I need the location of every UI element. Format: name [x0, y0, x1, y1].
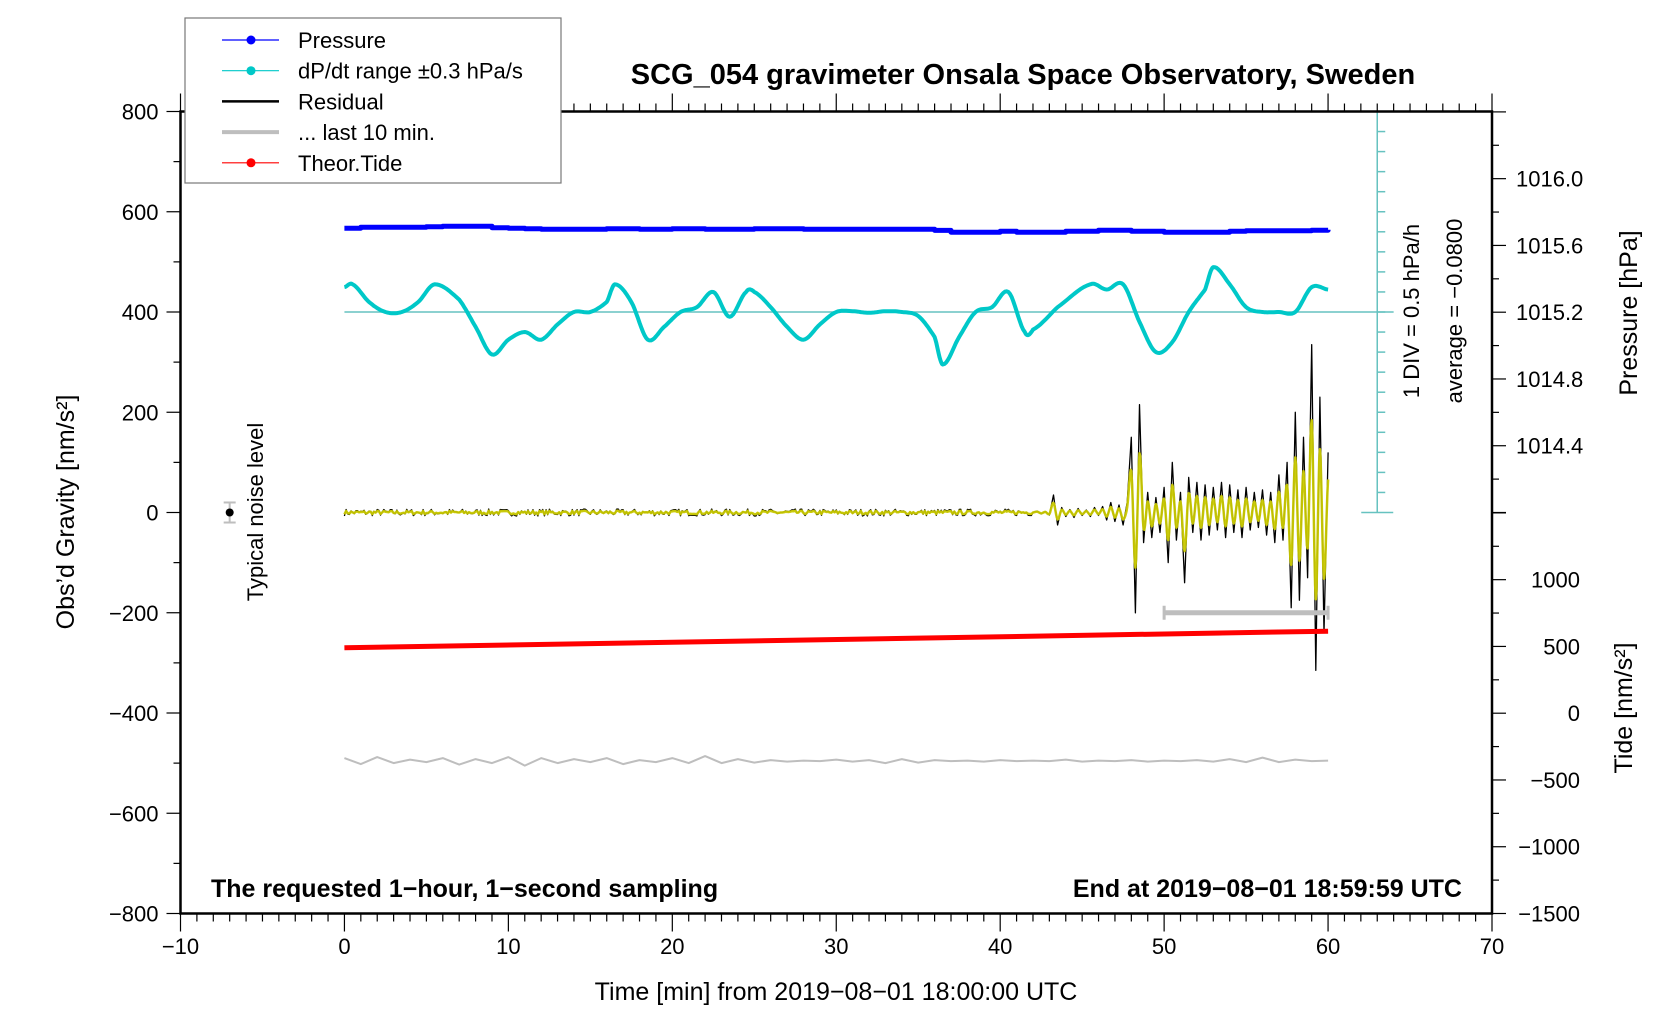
- x-tick-label: 10: [496, 934, 520, 959]
- legend-label: Residual: [298, 89, 384, 114]
- tide-tick-label: −1500: [1518, 902, 1580, 927]
- axes: −10 0 10 20 30 40 50 60 70 800 600 400 200 0 −200 −400 −…: [109, 93, 1583, 959]
- noise-level-label: Typical noise level: [243, 423, 268, 602]
- y-axis-label: Obs’d Gravity [nm/s²]: [52, 395, 80, 630]
- y-tick-label: −400: [109, 701, 159, 726]
- y-tick-label: −200: [109, 601, 159, 626]
- pressure-line: [344, 223, 1331, 235]
- y-tick-label: 200: [122, 400, 159, 425]
- y-tick-label: 600: [122, 200, 159, 225]
- legend-label: Pressure: [298, 28, 386, 53]
- pressure-tick-label: 1014.4: [1516, 434, 1583, 459]
- legend-swatch-marker: [246, 66, 256, 76]
- y-tick-label: −600: [109, 801, 159, 826]
- scale-div-label: 1 DIV = 0.5 hPa/h: [1399, 224, 1424, 398]
- x-tick-label: 30: [824, 934, 848, 959]
- y-tick-label: 800: [122, 100, 159, 125]
- y-tick-label: 400: [122, 300, 159, 325]
- tide-tick-label: 500: [1543, 634, 1580, 659]
- tide-tick-label: −500: [1530, 768, 1580, 793]
- tide-axis-label: Tide [nm/s²]: [1610, 642, 1638, 773]
- x-tick-label: −10: [162, 934, 199, 959]
- x-axis-label: Time [min] from 2019−08−01 18:00:00 UTC: [595, 978, 1078, 1006]
- legend-label: ... last 10 min.: [298, 120, 435, 145]
- x-tick-label: 40: [988, 934, 1012, 959]
- legend-label: Theor.Tide: [298, 151, 402, 176]
- x-tick-label: 0: [338, 934, 350, 959]
- plot-marks: [223, 110, 1394, 767]
- sampling-note: The requested 1−hour, 1−second sampling: [211, 875, 718, 903]
- x-tick-label: 70: [1480, 934, 1504, 959]
- tide-line: [344, 628, 1329, 651]
- tide-tick-label: 0: [1568, 701, 1580, 726]
- legend-label: dP/dt range ±0.3 hPa/s: [298, 59, 523, 84]
- residual-line: [343, 343, 1329, 672]
- legend-swatch-marker: [246, 35, 256, 45]
- chart-title: SCG_054 gravimeter Onsala Space Observat…: [631, 59, 1415, 91]
- filtered-residual-line: [343, 418, 1330, 601]
- y-tick-label: 0: [146, 501, 158, 526]
- average-label: average = −0.0800: [1442, 219, 1467, 404]
- pressure-axis-label: Pressure [hPa]: [1615, 230, 1643, 395]
- tide-tick-label: −1000: [1518, 835, 1580, 860]
- pressure-tick-label: 1015.6: [1516, 233, 1583, 258]
- dpdt-line: [343, 265, 1329, 367]
- legend-swatch-marker: [246, 158, 256, 168]
- tide-tick-label: 1000: [1531, 568, 1580, 593]
- pressure-tick-label: 1015.2: [1516, 300, 1583, 325]
- last-10-min-line: [344, 755, 1329, 767]
- x-tick-label: 60: [1316, 934, 1340, 959]
- y-tick-label: −800: [109, 902, 159, 927]
- x-tick-label: 20: [660, 934, 684, 959]
- pressure-tick-label: 1016.0: [1516, 167, 1583, 192]
- end-time-note: End at 2019−08−01 18:59:59 UTC: [1073, 875, 1462, 903]
- legend: Pressure dP/dt range ±0.3 hPa/s Residual..…: [184, 17, 562, 184]
- x-tick-label: 50: [1152, 934, 1176, 959]
- pressure-tick-label: 1014.8: [1516, 367, 1583, 392]
- noise-level-point: [225, 508, 234, 517]
